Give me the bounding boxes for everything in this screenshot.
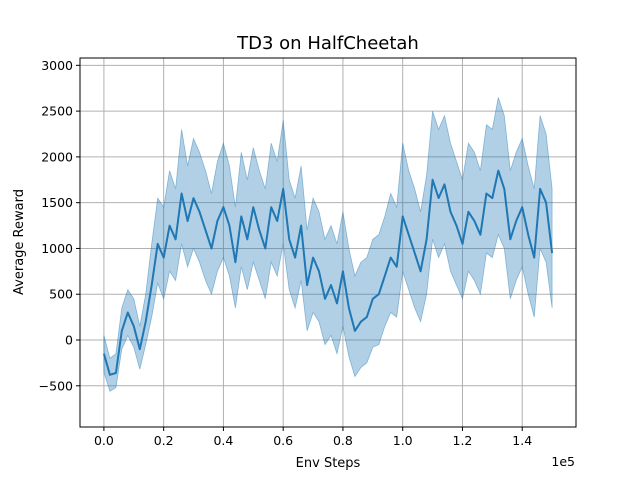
y-tick-label: 2000 bbox=[41, 149, 73, 164]
x-tick-label: 1.0 bbox=[393, 433, 413, 448]
x-axis-label: Env Steps bbox=[296, 456, 361, 471]
y-axis-ticks: −500 0 500 1000 1500 2000 2500 3000 bbox=[39, 58, 80, 393]
x-tick-label: 1.2 bbox=[453, 433, 473, 448]
series-confidence-band bbox=[103, 97, 553, 392]
y-tick-label: −500 bbox=[39, 378, 73, 393]
y-tick-label: 0 bbox=[65, 333, 73, 348]
plot-frame bbox=[79, 57, 577, 428]
x-tick-label: 0.4 bbox=[213, 433, 233, 448]
x-tick-label: 0.0 bbox=[94, 433, 114, 448]
x-tick-label: 0.8 bbox=[333, 433, 353, 448]
y-tick-label: 500 bbox=[49, 287, 73, 302]
series-lines bbox=[102, 169, 554, 376]
series-mean-line bbox=[102, 169, 554, 376]
chart-title: TD3 on HalfCheetah bbox=[236, 33, 419, 54]
x-tick-label: 1.4 bbox=[512, 433, 532, 448]
x-tick-label: 0.6 bbox=[273, 433, 293, 448]
confidence-bands bbox=[103, 97, 553, 392]
x-axis-ticks: 0.0 0.2 0.4 0.6 0.8 1.0 1.2 1.4 bbox=[94, 427, 532, 448]
y-axis-label: Average Reward bbox=[12, 189, 27, 295]
y-tick-label: 1500 bbox=[41, 195, 73, 210]
y-tick-label: 1000 bbox=[41, 241, 73, 256]
y-tick-label: 3000 bbox=[41, 58, 73, 73]
y-tick-label: 2500 bbox=[41, 104, 73, 119]
x-tick-label: 0.2 bbox=[154, 433, 174, 448]
x-axis-offset-label: 1e5 bbox=[551, 454, 575, 469]
